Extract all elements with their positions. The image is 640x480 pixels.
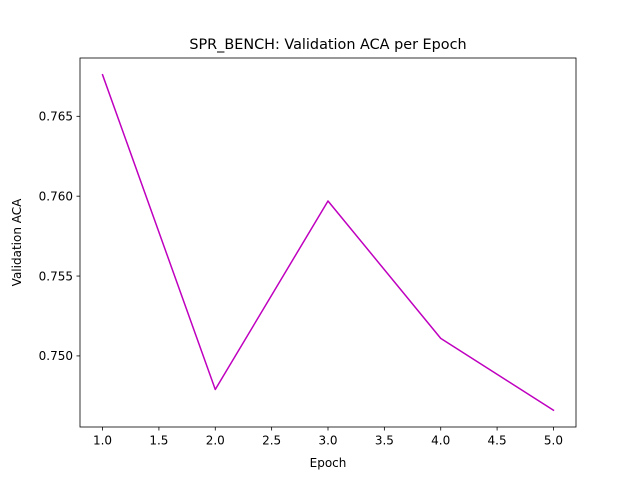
x-tick-label: 3.5	[375, 434, 394, 448]
y-axis-label: Validation ACA	[10, 198, 24, 286]
x-tick-label: 4.0	[431, 434, 450, 448]
x-axis-label: Epoch	[310, 456, 347, 470]
plot-area	[101, 73, 555, 412]
series-line-validation-aca	[101, 73, 555, 412]
x-tick-label: 1.0	[93, 434, 112, 448]
y-tick-label: 0.755	[39, 269, 73, 283]
x-tick-label: 2.0	[206, 434, 225, 448]
x-tick-label: 2.5	[262, 434, 281, 448]
x-axis-ticks: 1.0 1.5 2.0 2.5 3.0 3.5 4.0 4.5 5.0	[93, 427, 563, 448]
y-tick-label: 0.765	[39, 110, 73, 124]
x-tick-label: 3.0	[318, 434, 337, 448]
chart-title: SPR_BENCH: Validation ACA per Epoch	[189, 37, 466, 53]
y-tick-label: 0.750	[39, 349, 73, 363]
y-tick-label: 0.760	[39, 189, 73, 203]
x-tick-label: 1.5	[149, 434, 168, 448]
y-axis-ticks: 0.750 0.755 0.760 0.765	[39, 110, 80, 363]
x-tick-label: 4.5	[488, 434, 507, 448]
x-tick-label: 5.0	[544, 434, 563, 448]
